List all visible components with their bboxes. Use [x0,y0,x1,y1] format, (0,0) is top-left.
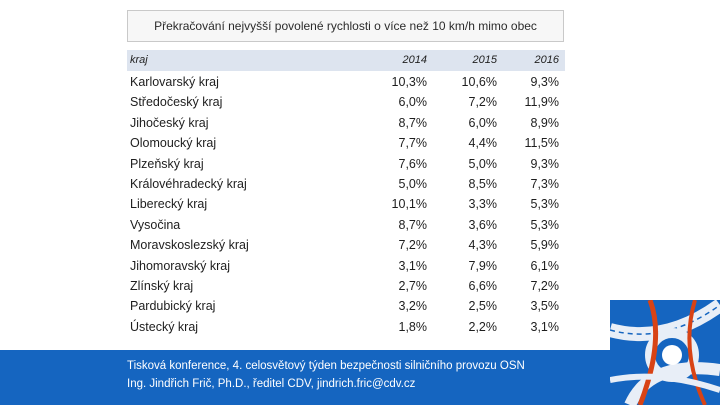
header-kraj: kraj [130,54,148,66]
region-name: Zlínský kraj [130,279,194,293]
value-2015: 7,9% [468,258,498,273]
value-2015: 3,6% [468,217,498,232]
value-2015: 2,2% [468,319,498,334]
value-2014: 5,0% [398,177,428,191]
value-2014: 8,7% [398,115,428,130]
value-2016: 5,3% [530,217,560,232]
value-2016: 7,2% [530,279,560,293]
value-2016: 11,9% [524,95,559,110]
header-year-2015: 2015 [472,54,497,66]
value-2014: 10,3% [391,75,427,89]
value-2014: 7,7% [398,136,428,151]
value-2015: 6,6% [468,279,498,293]
value-2016: 6,1% [530,258,560,273]
region-name: Moravskoslezský kraj [130,238,249,253]
region-name: Pardubický kraj [130,299,216,314]
region-name: Plzeňský kraj [130,156,204,171]
value-2014: 3,2% [398,299,428,314]
value-2014: 6,0% [398,95,428,110]
table-row: Jihomoravský kraj 3,1% 7,9% 6,1% [127,257,565,277]
footer-line-1: Tisková konference, 4. celosvětový týden… [127,360,525,372]
value-2015: 5,0% [468,156,498,171]
table-header-row: kraj 2014 2015 2016 [127,50,565,71]
table-row: Liberecký kraj 10,1% 3,3% 5,3% [127,195,565,215]
value-2016: 9,3% [530,156,560,171]
table-row: Jihočeský kraj 8,7% 6,0% 8,9% [127,114,565,134]
region-name: Karlovarský kraj [130,75,219,89]
value-2014: 7,6% [398,156,428,171]
value-2016: 5,3% [530,197,560,212]
table-row: Karlovarský kraj 10,3% 10,6% 9,3% [127,73,565,93]
value-2015: 10,6% [461,75,497,89]
value-2014: 1,8% [398,319,428,334]
value-2015: 3,3% [468,197,498,212]
value-2015: 8,5% [468,177,498,191]
value-2016: 7,3% [530,177,560,191]
value-2016: 3,1% [530,319,560,334]
value-2015: 4,4% [468,136,498,151]
value-2016: 5,9% [530,238,560,253]
value-2016: 9,3% [530,75,560,89]
slide-title-text: Překračování nejvyšší povolené rychlosti… [154,19,537,33]
value-2015: 6,0% [468,115,498,130]
region-name: Jihomoravský kraj [130,258,231,273]
header-year-2016: 2016 [534,54,559,66]
header-year-2014: 2014 [402,54,427,66]
value-2014: 8,7% [398,217,428,232]
value-2016: 8,9% [530,115,560,130]
value-2015: 7,2% [468,95,498,110]
table-row: Ústecký kraj 1,8% 2,2% 3,1% [127,318,565,338]
region-name: Ústecký kraj [130,319,199,334]
data-table: kraj 2014 2015 2016 Karlovarský kraj 10,3… [127,50,565,345]
footer-bar: Tisková konference, 4. celosvětový týden… [0,350,720,405]
table-row: Moravskoslezský kraj 7,2% 4,3% 5,9% [127,236,565,256]
table-row: Pardubický kraj 3,2% 2,5% 3,5% [127,297,565,317]
value-2015: 4,3% [468,238,498,253]
region-name: Liberecký kraj [130,197,208,212]
table-row: Plzeňský kraj 7,6% 5,0% 9,3% [127,155,565,175]
table-row: Zlínský kraj 2,7% 6,6% 7,2% [127,277,565,297]
value-2014: 7,2% [398,238,428,253]
region-name: Olomoucký kraj [130,136,217,151]
region-name: Jihočeský kraj [130,115,209,130]
table-row: Olomoucký kraj 7,7% 4,4% 11,5% [127,134,565,154]
region-name: Středočeský kraj [130,95,223,110]
table-row: Středočeský kraj 6,0% 7,2% 11,9% [127,93,565,113]
footer-line-2: Ing. Jindřich Frič, Ph.D., ředitel CDV, … [127,378,416,390]
value-2014: 3,1% [398,258,428,273]
slide-title: Překračování nejvyšší povolené rychlosti… [127,10,564,42]
region-name: Vysočina [130,217,181,232]
road-junction-icon [610,300,720,405]
value-2014: 2,7% [398,279,428,293]
value-2015: 2,5% [468,299,498,314]
value-2016: 11,5% [524,136,559,151]
table-row: Královéhradecký kraj 5,0% 8,5% 7,3% [127,175,565,195]
value-2014: 10,1% [391,197,427,212]
table-row: Vysočina 8,7% 3,6% 5,3% [127,216,565,236]
region-name: Královéhradecký kraj [130,177,247,191]
value-2016: 3,5% [530,299,560,314]
